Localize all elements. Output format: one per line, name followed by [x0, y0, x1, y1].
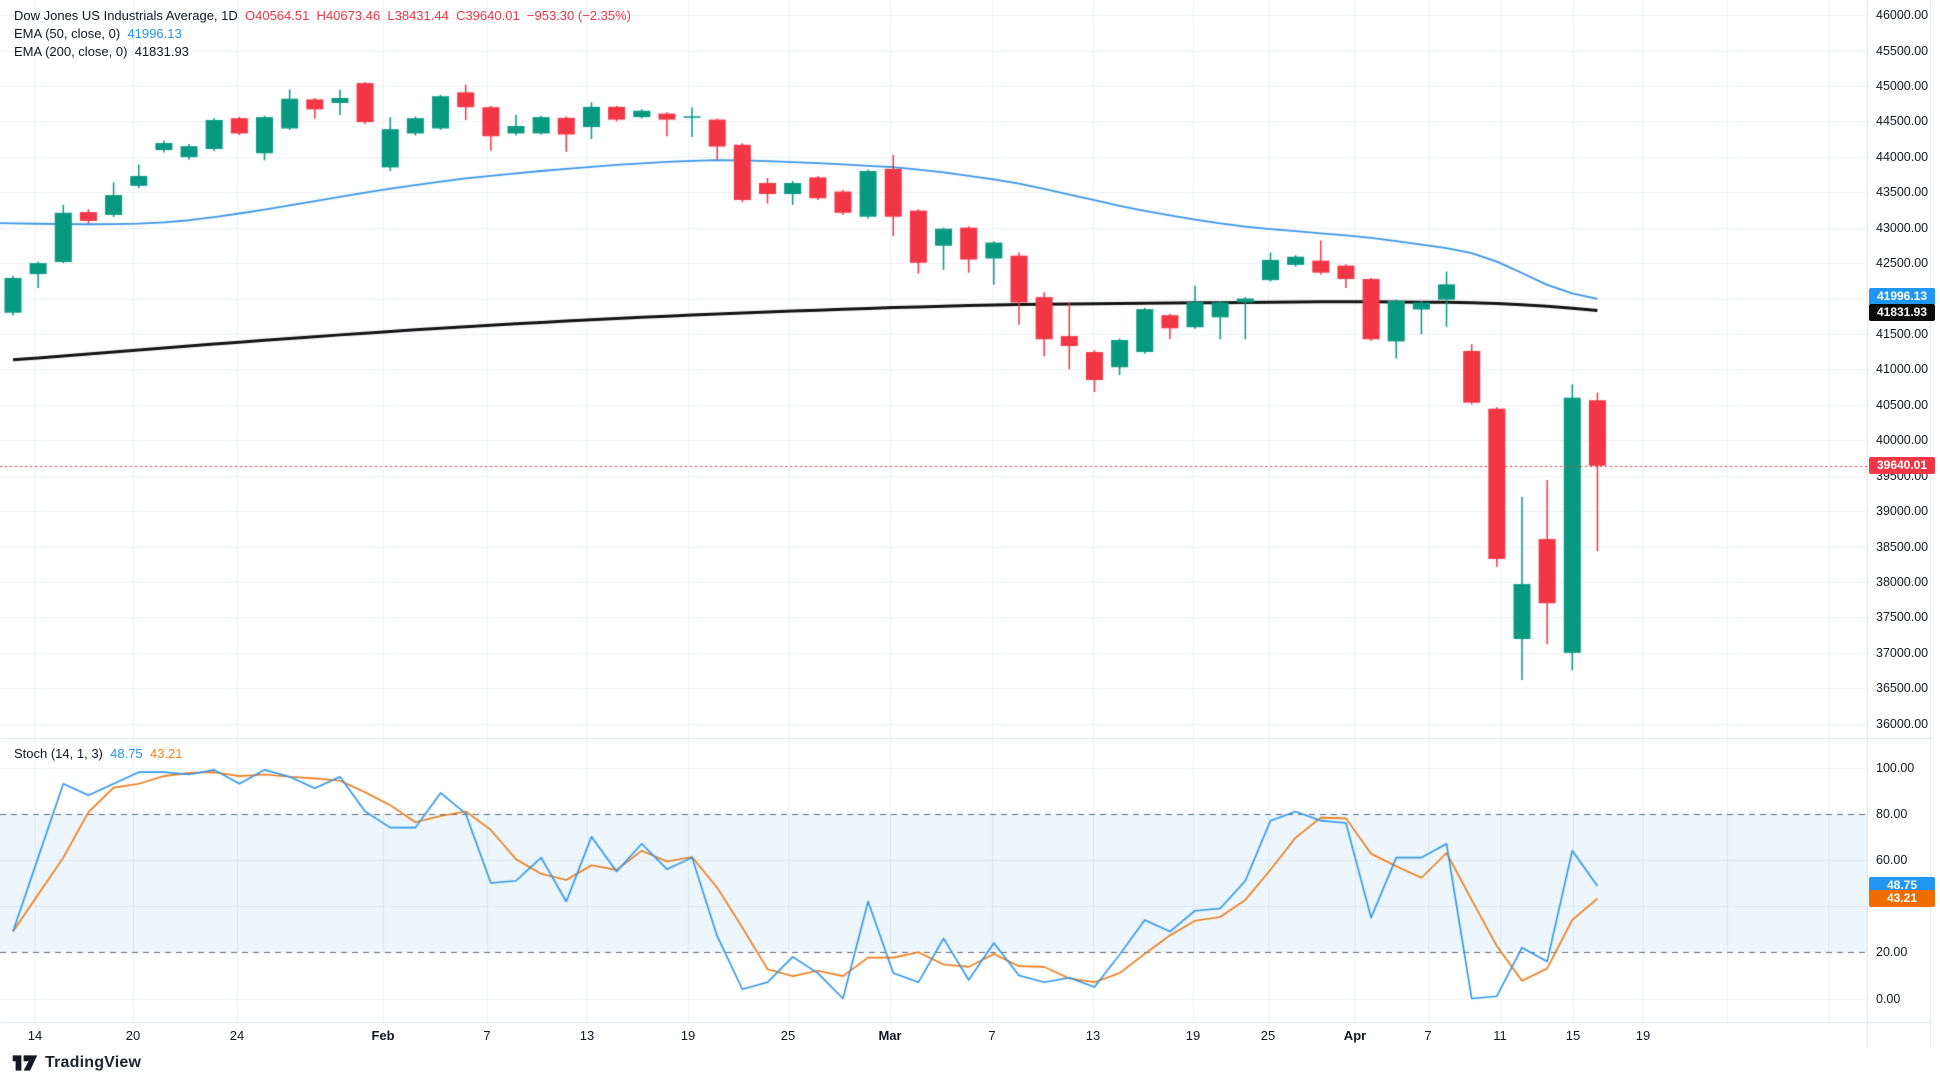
price-badge: 39640.01 [1869, 456, 1935, 474]
stoch-axis-label: 0.00 [1876, 991, 1901, 1006]
price-axis-label: 39000.00 [1876, 504, 1929, 519]
stoch-axis-label: 80.00 [1876, 806, 1908, 821]
price-axis-label: 44000.00 [1876, 149, 1929, 164]
ohlc-values: O40564.51 H40673.46 L38431.44 C39640.01 … [245, 8, 631, 23]
price-axis-label: 42500.00 [1876, 256, 1929, 271]
ohlc-spacer [238, 8, 245, 23]
time-axis-label: 15 [1565, 1028, 1581, 1043]
stoch-axis-label: 60.00 [1876, 852, 1908, 867]
time-axis-label: 19 [680, 1028, 696, 1043]
stoch-k-value: 48.75 [110, 746, 143, 761]
ema200-label: EMA (200, close, 0) [14, 44, 128, 59]
price-axis-label: 36500.00 [1876, 681, 1929, 696]
price-axis-label: 45500.00 [1876, 43, 1929, 58]
stoch-badge: 43.21 [1869, 889, 1935, 907]
price-axis-label: 40000.00 [1876, 433, 1929, 448]
stoch-legend: Stoch (14, 1, 3) 48.75 43.21 [14, 745, 182, 763]
stoch-label: Stoch (14, 1, 3) [14, 746, 103, 761]
price-axis-label: 43000.00 [1876, 220, 1929, 235]
price-axis-label: 41500.00 [1876, 326, 1929, 341]
stoch-spacer2 [143, 746, 150, 761]
price-axis-label: 37000.00 [1876, 645, 1929, 660]
time-axis-label: Mar [878, 1028, 902, 1043]
price-axis-label: 37500.00 [1876, 610, 1929, 625]
time-axis-label: Apr [1343, 1028, 1367, 1043]
main-legend: Dow Jones US Industrials Average, 1D O40… [14, 7, 631, 61]
stoch-axis-label: 20.00 [1876, 945, 1908, 960]
time-axis-label: 13 [579, 1028, 595, 1043]
time-axis-label: 7 [1424, 1028, 1432, 1043]
ema50-value: 41996.13 [127, 26, 182, 41]
time-axis-label: 25 [780, 1028, 796, 1043]
time-axis-label: 19 [1635, 1028, 1651, 1043]
price-axis-label: 38000.00 [1876, 574, 1929, 589]
price-axis-label: 41000.00 [1876, 362, 1929, 377]
time-axis-label: Feb [371, 1028, 395, 1043]
price-badge: 41996.13 [1869, 287, 1935, 305]
time-axis-label: 19 [1185, 1028, 1201, 1043]
price-axis-label: 38500.00 [1876, 539, 1929, 554]
ema50-legend-row[interactable]: EMA (50, close, 0) 41996.13 [14, 25, 631, 43]
time-axis-label: 14 [27, 1028, 43, 1043]
time-axis-label: 24 [229, 1028, 245, 1043]
ema200-value: 41831.93 [134, 44, 189, 59]
price-axis-label: 43500.00 [1876, 185, 1929, 200]
symbol-title: Dow Jones US Industrials Average, 1D [14, 8, 238, 23]
stoch-badge: 48.75 [1869, 876, 1935, 894]
stoch-legend-row[interactable]: Stoch (14, 1, 3) 48.75 43.21 [14, 745, 182, 763]
time-axis-label: 25 [1260, 1028, 1276, 1043]
price-axis-label: 45000.00 [1876, 78, 1929, 93]
price-axis-label: 40500.00 [1876, 397, 1929, 412]
stoch-axis-label: 100.00 [1876, 760, 1915, 775]
time-axis-label: 7 [988, 1028, 996, 1043]
price-axis-label: 36000.00 [1876, 716, 1929, 731]
ema200-legend-row[interactable]: EMA (200, close, 0) 41831.93 [14, 43, 631, 61]
tradingview-logo-text: TradingView [45, 1054, 142, 1071]
time-axis-label: 7 [483, 1028, 491, 1043]
time-axis-label: 11 [1493, 1028, 1507, 1043]
stoch-d-value: 43.21 [149, 746, 183, 761]
time-axis-label: 20 [125, 1028, 141, 1043]
price-badge: 41831.93 [1869, 304, 1935, 322]
price-axis-label: 46000.00 [1876, 8, 1929, 23]
symbol-legend-row[interactable]: Dow Jones US Industrials Average, 1D O40… [14, 7, 631, 25]
tradingview-logo[interactable]: TradingView [12, 1052, 141, 1074]
ema200-spacer [127, 44, 134, 59]
price-axis-label: 44500.00 [1876, 114, 1929, 129]
ema50-label: EMA (50, close, 0) [14, 26, 121, 41]
tradingview-logo-icon [12, 1055, 38, 1071]
time-axis-label: 13 [1085, 1028, 1101, 1043]
